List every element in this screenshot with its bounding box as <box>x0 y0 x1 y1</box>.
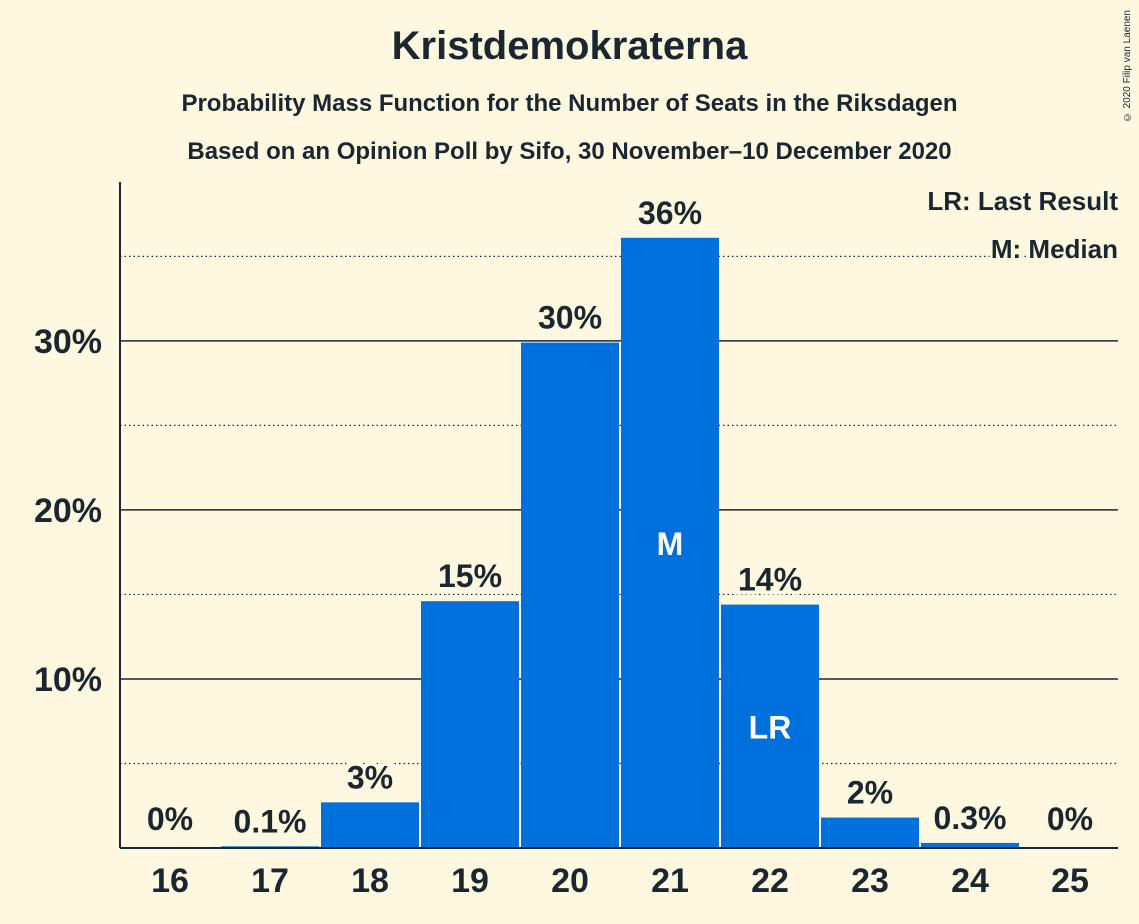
data-label: 0.1% <box>234 803 307 839</box>
x-tick-label: 19 <box>451 862 489 900</box>
data-label: 0% <box>1047 801 1093 837</box>
data-label: 36% <box>638 195 702 231</box>
bar <box>821 817 919 848</box>
y-tick-label: 30% <box>34 323 102 361</box>
data-label: 3% <box>347 759 393 795</box>
bar <box>421 601 519 848</box>
bar <box>721 604 819 848</box>
x-tick-label: 16 <box>151 862 189 900</box>
bar <box>921 842 1019 848</box>
x-tick-label: 20 <box>551 862 589 900</box>
x-tick-label: 23 <box>851 862 889 900</box>
median-marker: M <box>657 526 684 562</box>
data-label: 30% <box>538 300 602 336</box>
y-tick-label: 10% <box>34 661 102 699</box>
chart-title: Kristdemokraterna <box>391 24 748 68</box>
data-label: 0.3% <box>934 800 1007 836</box>
bar <box>621 237 719 848</box>
chart-subtitle-poll: Based on an Opinion Poll by Sifo, 30 Nov… <box>187 138 952 165</box>
x-tick-label: 25 <box>1051 862 1089 900</box>
y-tick-label: 20% <box>34 492 102 530</box>
legend-entry: M: Median <box>991 234 1118 264</box>
chart-subtitle: Probability Mass Function for the Number… <box>181 90 958 117</box>
data-label: 14% <box>738 562 802 598</box>
bar <box>321 802 419 848</box>
x-tick-label: 22 <box>751 862 789 900</box>
data-label: 0% <box>147 801 193 837</box>
x-tick-label: 21 <box>651 862 689 900</box>
x-tick-label: 17 <box>251 862 289 900</box>
legend-entry: LR: Last Result <box>927 186 1118 216</box>
x-tick-label: 18 <box>351 862 389 900</box>
data-label: 15% <box>438 558 502 594</box>
x-tick-label: 24 <box>951 862 989 900</box>
last-result-marker: LR <box>749 709 792 745</box>
data-label: 2% <box>847 775 893 811</box>
bar <box>521 342 619 848</box>
